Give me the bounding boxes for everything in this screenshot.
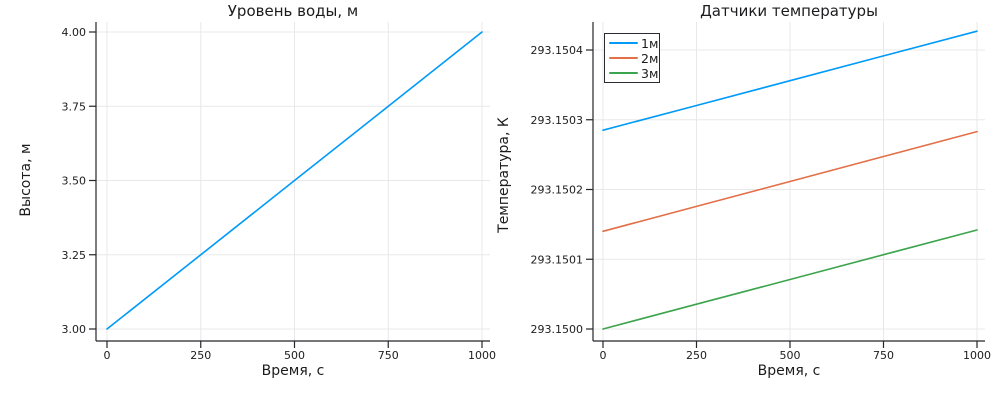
- x-tick-label: 500: [284, 349, 305, 362]
- x-tick-label: 1000: [468, 349, 496, 362]
- temperature-sensors-chart: 0 250 500 750 1000 293.1500 293.1501 293.1502 29…: [496, 0, 1000, 400]
- legend-label: 2м: [641, 50, 659, 66]
- chart-title: Датчики температуры: [700, 2, 878, 20]
- x-tick-label: 250: [190, 349, 211, 362]
- legend-label: 1м: [641, 35, 659, 51]
- legend-label: 3м: [641, 65, 659, 81]
- x-tick-label: 500: [780, 349, 801, 362]
- temperature-plot-area: 0 250 500 750 1000 293.1500 293.1501 293.1502 29…: [531, 22, 991, 362]
- water-level-plot-area: 0 250 500 750 1000 3.00 3.25 3.50 3.75 4.00: [62, 22, 496, 362]
- x-tick-label: 0: [600, 349, 607, 362]
- series-1m-swatch: [609, 42, 638, 44]
- x-tick-label: 1000: [963, 349, 991, 362]
- series-2m-swatch: [609, 57, 638, 59]
- x-tick-label: 750: [378, 349, 399, 362]
- y-axis-label: Высота, м: [18, 143, 34, 217]
- y-tick-label: 293.1503: [531, 114, 584, 127]
- y-axis-label: Температура, К: [496, 117, 512, 233]
- y-tick-label: 4.00: [62, 26, 87, 39]
- legend-entry-3m: 3м: [609, 66, 659, 80]
- x-tick-label: 750: [873, 349, 894, 362]
- series-3m-swatch: [609, 72, 638, 74]
- x-axis-label: Время, с: [261, 363, 325, 379]
- y-tick-label: 3.00: [62, 323, 87, 336]
- y-tick-label: 293.1500: [531, 323, 584, 336]
- x-tick-label: 0: [104, 349, 111, 362]
- y-tick-label: 3.75: [62, 100, 87, 113]
- legend: 1м 2м 3м: [604, 33, 660, 83]
- chart-title: Уровень воды, м: [227, 2, 359, 20]
- y-tick-label: 293.1504: [531, 44, 584, 57]
- legend-entry-1m: 1м: [609, 36, 659, 50]
- series-line-3м: [602, 229, 978, 330]
- y-tick-label: 293.1501: [531, 253, 584, 266]
- water-level-chart: 0 250 500 750 1000 3.00 3.25 3.50 3.75 4.00 Урове…: [18, 2, 496, 379]
- legend-entry-2m: 2м: [609, 51, 659, 65]
- x-axis-label: Время, с: [757, 363, 821, 379]
- x-tick-label: 250: [686, 349, 707, 362]
- y-tick-label: 3.25: [62, 249, 87, 262]
- series-line-1м: [602, 30, 978, 131]
- series-line-2м: [602, 130, 978, 233]
- series-line-уровень: [106, 31, 483, 330]
- y-tick-label: 293.1502: [531, 184, 584, 197]
- y-tick-label: 3.50: [62, 175, 87, 188]
